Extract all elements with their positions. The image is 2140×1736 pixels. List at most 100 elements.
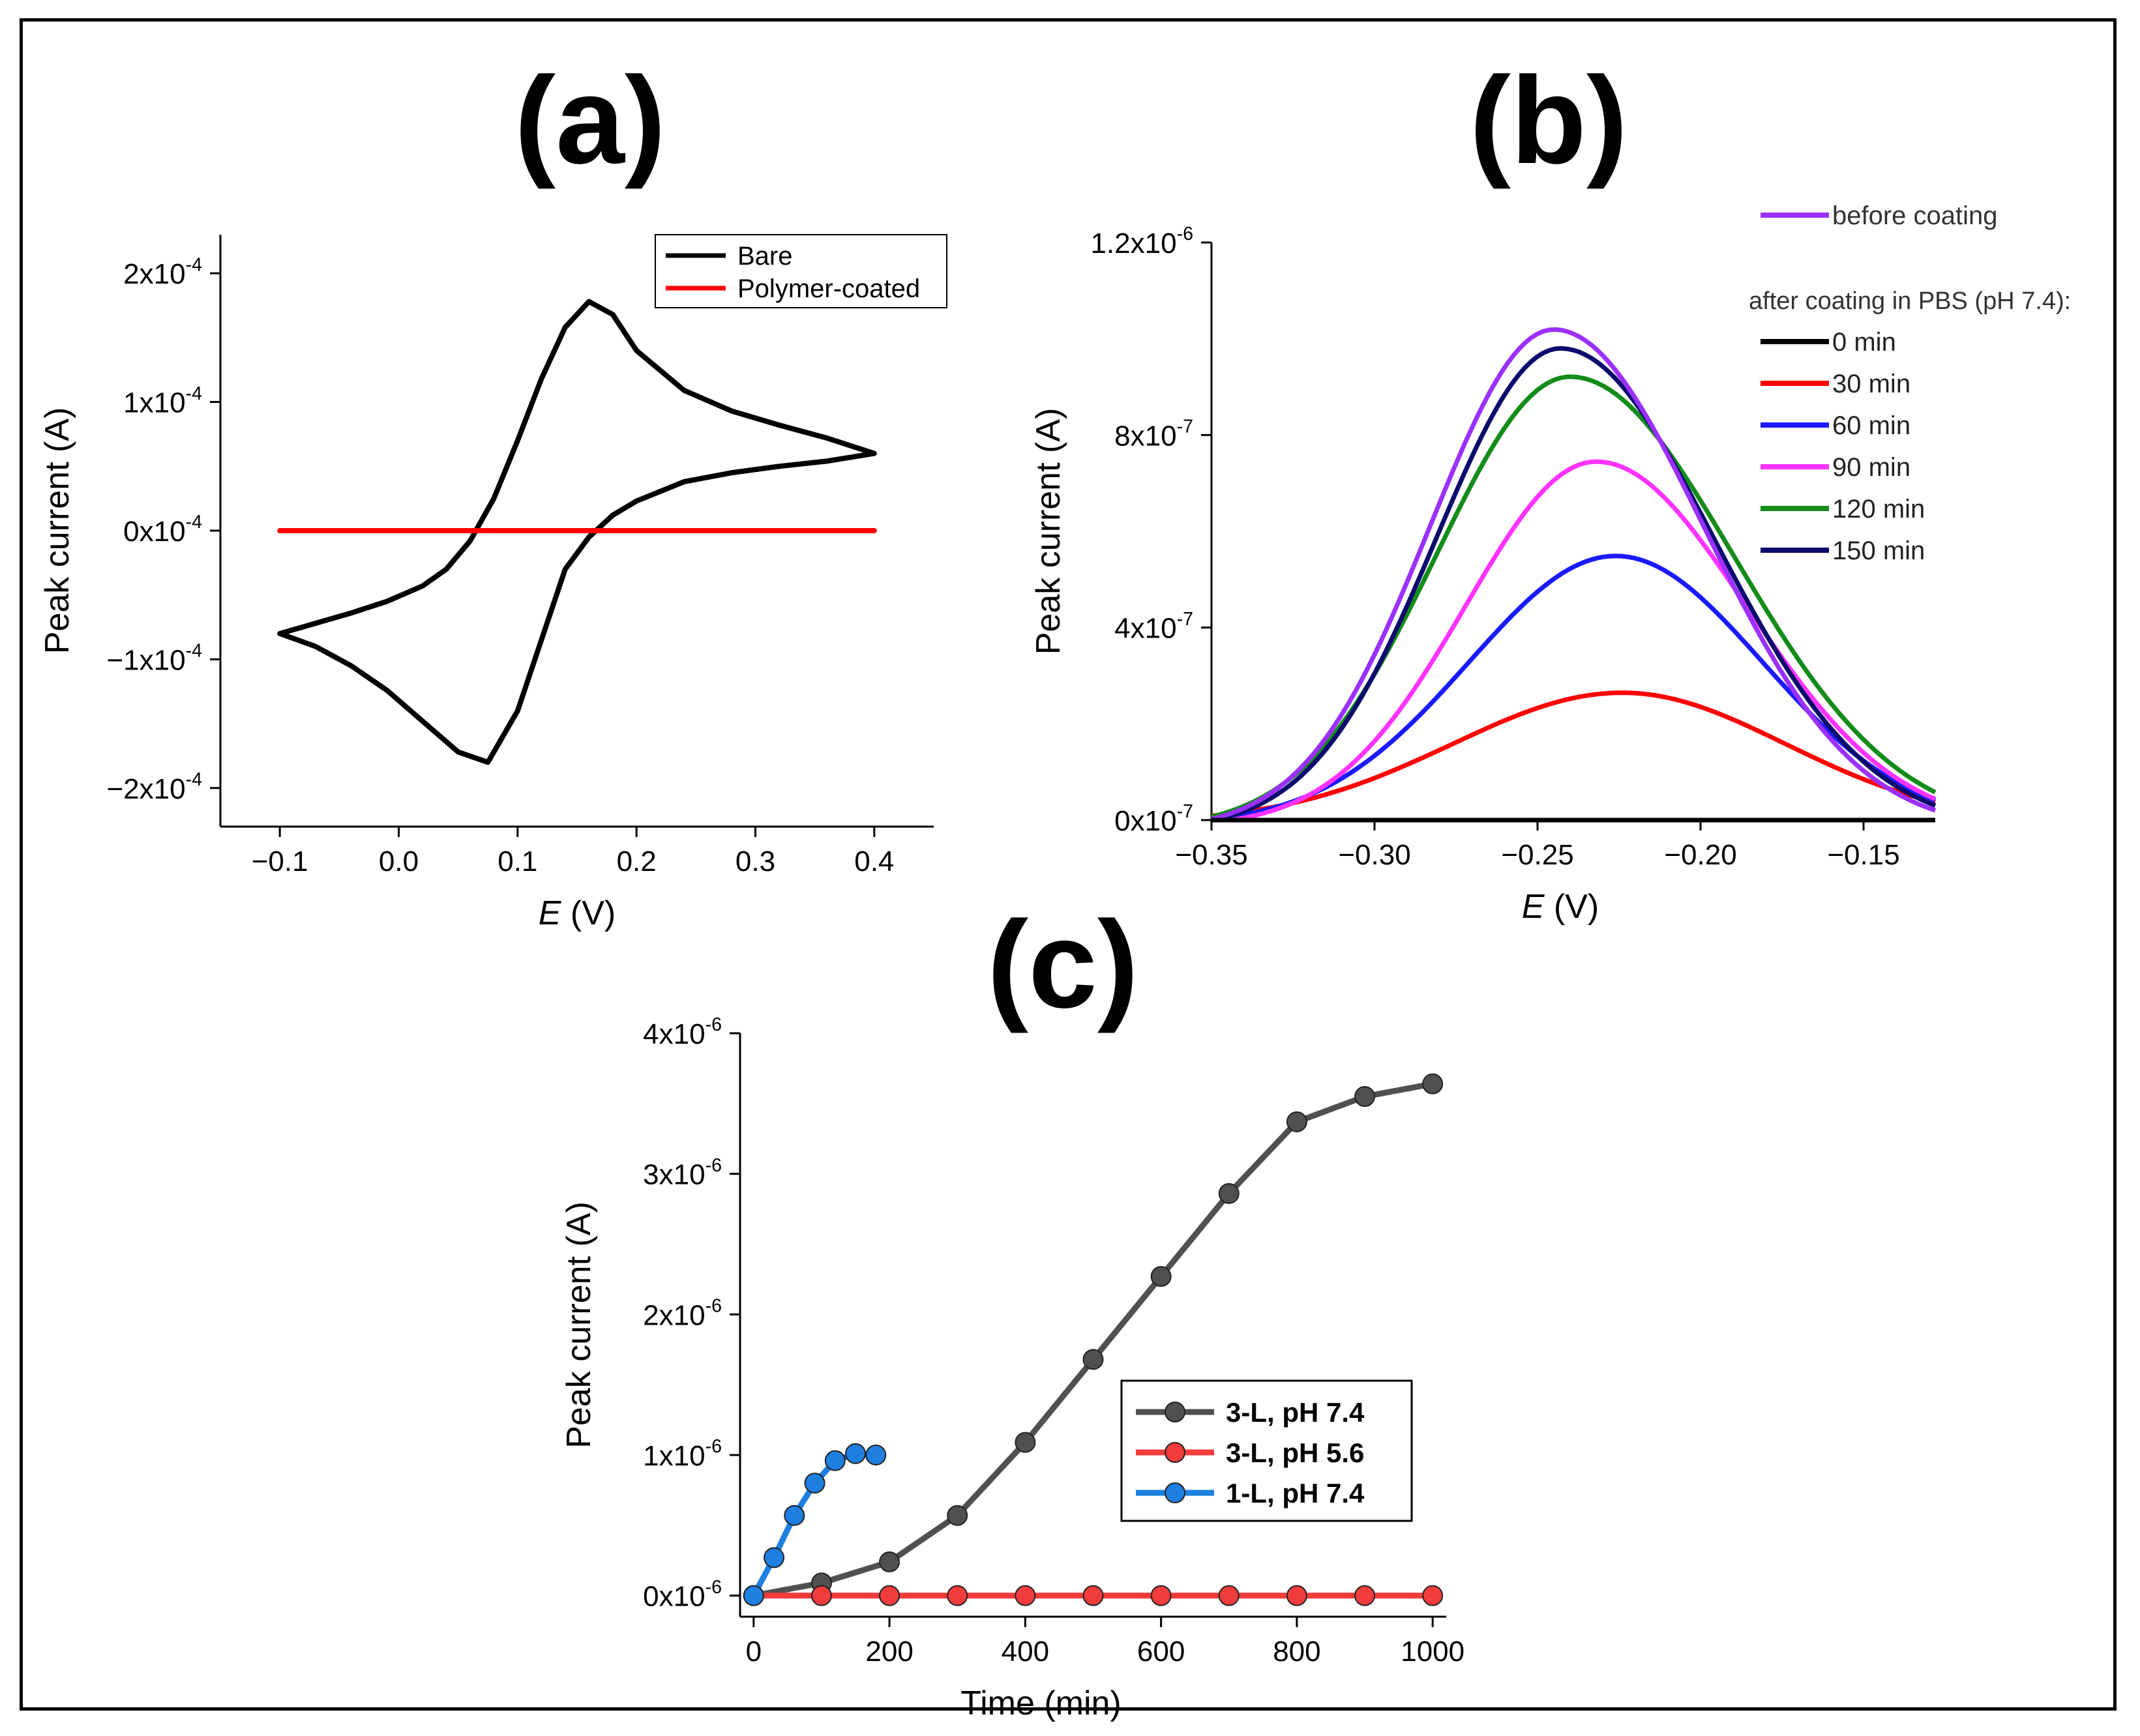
c-y-tick-label-exponent: -6 (706, 1436, 722, 1457)
c-series-3l-ph56-point (1354, 1585, 1376, 1606)
a-y-tick-label: 0x10-4 (123, 512, 202, 548)
a-x-tick-label: 0.4 (854, 846, 894, 877)
a-x-tick-label: 0.2 (617, 846, 657, 877)
b-y-tick-label-mantissa: 4x10 (1114, 613, 1176, 645)
a-y-tick-label-exponent: -4 (186, 512, 203, 533)
c-x-tick-label: 600 (1137, 1636, 1185, 1668)
c-series-1l-ph74-point (743, 1585, 764, 1606)
c-x-tick-label: 400 (1002, 1636, 1049, 1668)
b-y-tick-label-exponent: -7 (1177, 417, 1193, 437)
a-y-tick-label-exponent: -4 (186, 254, 203, 275)
c-series-3l-ph74-point (1422, 1073, 1444, 1095)
a-legend-box (655, 234, 947, 308)
c-y-tick-label-exponent: -6 (706, 1014, 722, 1035)
a-y-tick-label-mantissa: −1x10 (106, 644, 185, 676)
b-x-tick-label: −0.35 (1175, 839, 1247, 871)
c-series-1l-ph74-point (804, 1473, 825, 1494)
b-x-axis-label-unit: (V) (1544, 888, 1599, 926)
a-y-tick-label-exponent: -4 (186, 641, 203, 662)
c-legend-marker (1165, 1482, 1185, 1503)
b-x-tick-label: −0.20 (1664, 839, 1736, 871)
b-y-tick-label: 0x10-7 (1114, 801, 1193, 837)
b-legend-label: 120 min (1832, 495, 1925, 523)
c-series-3l-ph56-point (1015, 1585, 1036, 1606)
c-series-3l-ph74-point (1354, 1086, 1376, 1108)
c-series-3l-ph56-point (810, 1585, 832, 1606)
a-x-axis-label-unit: (V) (561, 894, 616, 932)
panel-b-label: (b) (1470, 51, 1628, 190)
b-y-tick-label-mantissa: 1.2x10 (1090, 228, 1176, 259)
a-legend-label: Polymer-coated (737, 274, 920, 303)
a-y-tick-label-mantissa: −2x10 (106, 773, 185, 805)
b-series-60-min-line (1211, 553, 1937, 822)
b-y-tick-label-exponent: -6 (1177, 224, 1193, 244)
c-y-tick-label: 2x10-6 (643, 1296, 722, 1332)
c-series-3l-ph74-point (1218, 1183, 1240, 1204)
a-x-tick-label: 0.1 (498, 846, 537, 877)
a-y-axis-label: Peak current (A) (38, 407, 76, 655)
c-series-3l-ph74-point (1015, 1432, 1036, 1453)
c-x-tick-label: 200 (865, 1636, 913, 1668)
c-series-3l-ph56-point (1422, 1585, 1444, 1606)
c-series-3l-ph56-point (1150, 1585, 1172, 1606)
c-y-tick-label-mantissa: 3x10 (643, 1159, 705, 1191)
b-series-120-min-line (1211, 374, 1937, 819)
b-y-tick-label-exponent: -7 (1177, 801, 1193, 822)
b-legend-label: before coating (1832, 201, 1998, 230)
a-y-tick-label-exponent: -4 (186, 383, 203, 404)
b-y-axis-label: Peak current (A) (1030, 408, 1067, 655)
c-y-tick-label-mantissa: 1x10 (643, 1440, 705, 1472)
c-legend-label: 1-L, pH 7.4 (1226, 1478, 1365, 1508)
c-y-tick-label-mantissa: 4x10 (643, 1018, 705, 1050)
panel-c-chart: 0 200 400 600 800 10000x10-61x10-62x10-63x10-… (560, 1014, 1464, 1722)
b-series-30-min-line (1211, 690, 1936, 818)
c-y-tick-label-mantissa: 2x10 (643, 1299, 705, 1331)
panel-b-chart: −0.35 −0.30 −0.25 −0.20 −0.150x10-74x10-78x1… (1030, 201, 2071, 926)
c-series-3l-ph56-point (879, 1585, 900, 1606)
c-series-3l-ph74-point (1150, 1266, 1172, 1287)
panel-a-label: (a) (514, 51, 666, 190)
a-y-tick-label: −2x10-4 (106, 769, 202, 805)
c-y-tick-label-mantissa: 0x10 (643, 1581, 705, 1613)
a-x-tick-label: 0.0 (379, 846, 419, 877)
b-y-tick-label-mantissa: 0x10 (1114, 805, 1176, 837)
b-legend-label: 90 min (1832, 453, 1910, 482)
c-y-tick-label: 1x10-6 (643, 1436, 722, 1472)
c-series-3l-ph56-point (1286, 1585, 1307, 1606)
b-y-tick-label-exponent: -7 (1177, 609, 1193, 630)
b-x-axis-label: E (V) (1522, 888, 1599, 926)
b-series-150-min-line (1211, 346, 1937, 823)
c-y-tick-label: 0x10-6 (643, 1577, 722, 1613)
c-series-3l-ph56-point (1082, 1585, 1104, 1606)
c-series-3l-ph74-point (1286, 1111, 1307, 1132)
b-y-tick-label: 8x10-7 (1114, 417, 1193, 452)
b-x-axis-label-symbol: E (1522, 888, 1545, 926)
b-x-tick-label: −0.30 (1338, 839, 1410, 871)
c-x-tick-label: 0 (746, 1636, 762, 1668)
c-y-axis-label: Peak current (A) (560, 1201, 598, 1449)
b-legend-label: 30 min (1832, 370, 1910, 398)
b-x-tick-label: −0.25 (1501, 839, 1573, 871)
a-x-axis-label: E (V) (539, 894, 616, 932)
b-legend-label: 150 min (1832, 537, 1925, 565)
c-series-1l-ph74-point (824, 1450, 846, 1471)
b-y-tick-label-mantissa: 8x10 (1114, 420, 1176, 452)
a-y-tick-label: 2x10-4 (123, 254, 202, 290)
b-series-90-min-line (1211, 459, 1937, 823)
c-series-3l-ph74-point (879, 1551, 900, 1572)
c-series-1l-ph74-point (764, 1547, 785, 1568)
b-legend-label: 0 min (1832, 328, 1896, 357)
c-legend-label: 3-L, pH 5.6 (1226, 1437, 1364, 1468)
b-legend-header: after coating in PBS (pH 7.4): (1749, 287, 2071, 315)
b-y-tick-label: 1.2x10-6 (1090, 224, 1193, 259)
c-legend-marker (1165, 1442, 1185, 1463)
b-legend-label: 60 min (1832, 411, 1910, 440)
a-y-tick-label-exponent: -4 (186, 769, 203, 790)
figure-frame (20, 18, 2117, 1711)
panel-a-chart: −0.1 0.0 0.1 0.2 0.3 0.42x10-41x10-40x10-4−1x… (38, 234, 947, 932)
a-legend-label: Bare (737, 242, 793, 271)
c-series-3l-ph56-point (1218, 1585, 1240, 1606)
c-x-axis-label: Time (min) (960, 1685, 1122, 1722)
c-y-tick-label: 3x10-6 (643, 1155, 722, 1191)
